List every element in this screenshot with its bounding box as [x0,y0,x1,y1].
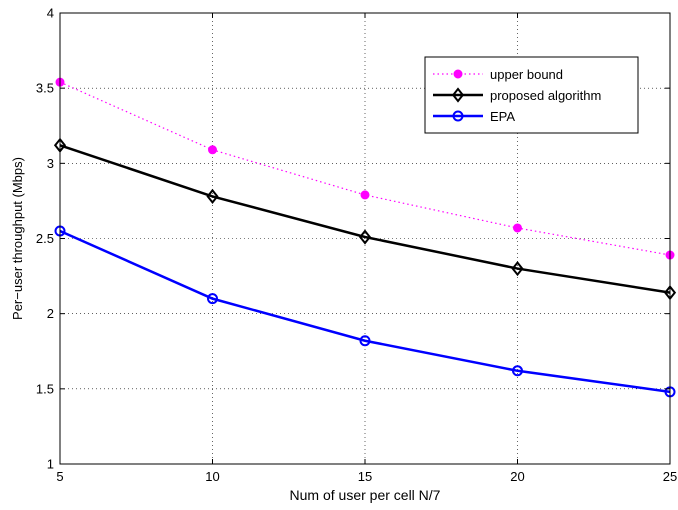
data-point-marker [360,190,370,200]
data-point-marker [358,229,372,245]
data-point-marker [452,110,464,122]
data-point-marker [208,145,217,155]
data-point-marker [511,260,524,277]
y-tick-label: 3 [47,156,54,171]
x-tick-label: 10 [205,469,219,484]
legend: upper bound proposed algorithm EPA [424,56,639,134]
x-tick-label: 20 [510,469,524,484]
legend-entry-label: EPA [490,109,515,124]
legend-entry-label: proposed algorithm [490,88,601,103]
data-point-marker [206,188,219,205]
series-line [59,144,671,294]
data-point-marker [451,87,465,103]
data-point-marker [207,293,218,305]
x-axis-label: Num of user per cell N/7 [290,487,441,503]
x-tick-label: 25 [663,469,677,484]
y-tick-label: 1 [47,457,54,472]
x-tick-label: 15 [358,469,372,484]
y-axis-label: Per−user throughput (Mbps) [10,157,25,320]
y-tick-label: 1.5 [36,381,54,396]
data-point-marker [513,223,522,233]
axis-ticks: 5 10 15 20 25 1 1.5 2 2.5 3 3.5 4 [36,6,677,485]
data-point-marker [453,69,463,79]
y-tick-label: 2.5 [36,231,54,246]
data-point-marker [512,365,523,377]
series-line [59,229,671,394]
y-tick-label: 2 [47,306,54,321]
data-point-marker [359,335,371,347]
y-tick-label: 3.5 [36,81,54,96]
legend-entry-label: upper bound [490,67,563,82]
x-tick-label: 5 [56,469,63,484]
y-tick-label: 4 [47,6,54,21]
